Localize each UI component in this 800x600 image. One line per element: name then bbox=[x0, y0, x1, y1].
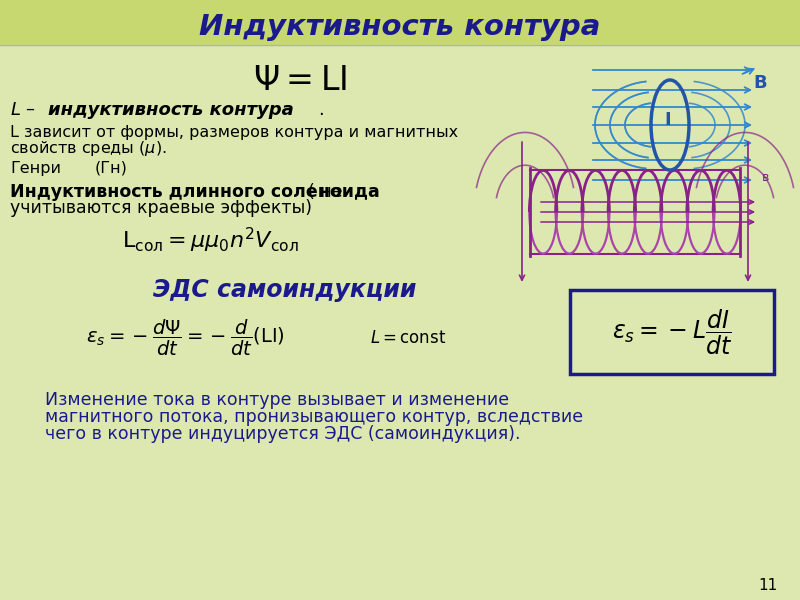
Text: Изменение тока в контуре вызывает и изменение: Изменение тока в контуре вызывает и изме… bbox=[45, 391, 509, 409]
Text: ЭДС самоиндукции: ЭДС самоиндукции bbox=[154, 278, 417, 302]
Text: $\mathrm{L}_{\mathsf{сол}} = \mu\mu_0 n^2 V_{\mathsf{сол}}$: $\mathrm{L}_{\mathsf{сол}} = \mu\mu_0 n^… bbox=[122, 226, 298, 254]
Text: B: B bbox=[753, 74, 767, 92]
Text: Индуктивность длинного соленоида: Индуктивность длинного соленоида bbox=[10, 183, 380, 201]
Text: Индуктивность контура: Индуктивность контура bbox=[199, 13, 601, 41]
Text: $\Psi = \mathrm{LI}$: $\Psi = \mathrm{LI}$ bbox=[253, 64, 347, 97]
Text: 11: 11 bbox=[758, 577, 778, 593]
Text: чего в контуре индуцируется ЭДС (самоиндукция).: чего в контуре индуцируется ЭДС (самоинд… bbox=[45, 425, 521, 443]
Text: I: I bbox=[665, 111, 671, 129]
Text: индуктивность контура: индуктивность контура bbox=[48, 101, 294, 119]
Text: Генри: Генри bbox=[10, 160, 61, 175]
Text: учитываются краевые эффекты): учитываются краевые эффекты) bbox=[10, 199, 312, 217]
Text: $\varepsilon_s = -\dfrac{d\Psi}{dt} = -\dfrac{d}{dt}(\mathrm{LI})$: $\varepsilon_s = -\dfrac{d\Psi}{dt} = -\… bbox=[86, 318, 284, 358]
Text: $L = \mathrm{const}$: $L = \mathrm{const}$ bbox=[370, 329, 446, 347]
Text: $L$ –: $L$ – bbox=[10, 101, 36, 119]
Text: L зависит от формы, размеров контура и магнитных: L зависит от формы, размеров контура и м… bbox=[10, 124, 458, 139]
Text: магнитного потока, пронизывающего контур, вследствие: магнитного потока, пронизывающего контур… bbox=[45, 408, 583, 426]
Text: .: . bbox=[318, 101, 324, 119]
Text: $\varepsilon_s = -L\dfrac{dI}{dt}$: $\varepsilon_s = -L\dfrac{dI}{dt}$ bbox=[612, 307, 732, 356]
Text: (Гн): (Гн) bbox=[95, 160, 128, 175]
FancyBboxPatch shape bbox=[570, 290, 774, 374]
Text: свойств среды ($\mu$).: свойств среды ($\mu$). bbox=[10, 139, 166, 158]
Bar bbox=[0, 0, 800, 45]
Text: в: в bbox=[762, 171, 770, 184]
Text: ( не: ( не bbox=[308, 183, 342, 201]
